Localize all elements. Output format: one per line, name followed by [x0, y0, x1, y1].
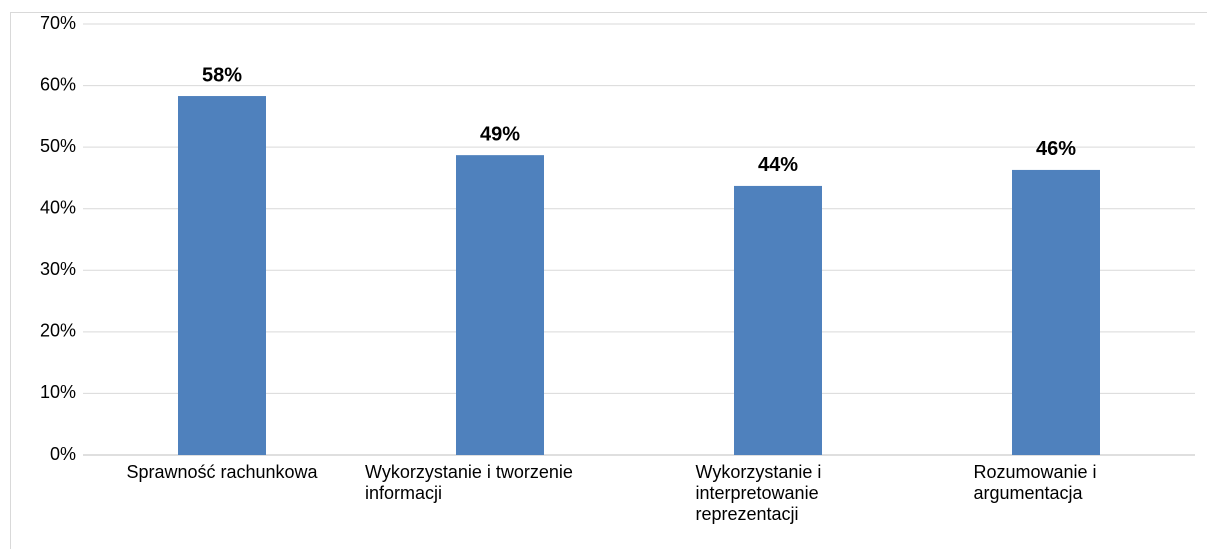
- y-tick-label: 30%: [40, 259, 76, 279]
- bar: [734, 185, 822, 455]
- data-label: 49%: [480, 123, 520, 145]
- x-tick-label: Rozumowanie i argumentacja: [973, 462, 1097, 503]
- data-label: 58%: [202, 64, 242, 86]
- data-label: 46%: [1036, 138, 1076, 160]
- x-tick-label-box: Sprawność rachunkowa: [83, 462, 361, 483]
- data-label: 44%: [758, 154, 798, 176]
- bar: [1012, 169, 1100, 455]
- y-tick-label: 20%: [40, 321, 76, 341]
- y-tick-label: 0%: [50, 444, 76, 464]
- bar: [456, 155, 544, 455]
- y-tick-label: 60%: [40, 74, 76, 94]
- y-tick-label: 40%: [40, 197, 76, 217]
- x-tick-label: Wykorzystanie i interpretowanie reprezen…: [695, 462, 822, 524]
- y-tick-label: 50%: [40, 136, 76, 156]
- x-tick-label-box: Wykorzystanie i interpretowanie reprezen…: [639, 462, 917, 525]
- x-tick-label-box: Wykorzystanie i tworzenie informacji: [361, 462, 639, 504]
- x-tick-label: Wykorzystanie i tworzenie informacji: [365, 462, 573, 503]
- chart-border: [10, 12, 1207, 549]
- bar: [178, 96, 266, 455]
- x-tick-label-box: Rozumowanie i argumentacja: [917, 462, 1195, 504]
- y-tick-label: 70%: [40, 13, 76, 33]
- y-tick-label: 10%: [40, 382, 76, 402]
- x-tick-label: Sprawność rachunkowa: [126, 462, 318, 482]
